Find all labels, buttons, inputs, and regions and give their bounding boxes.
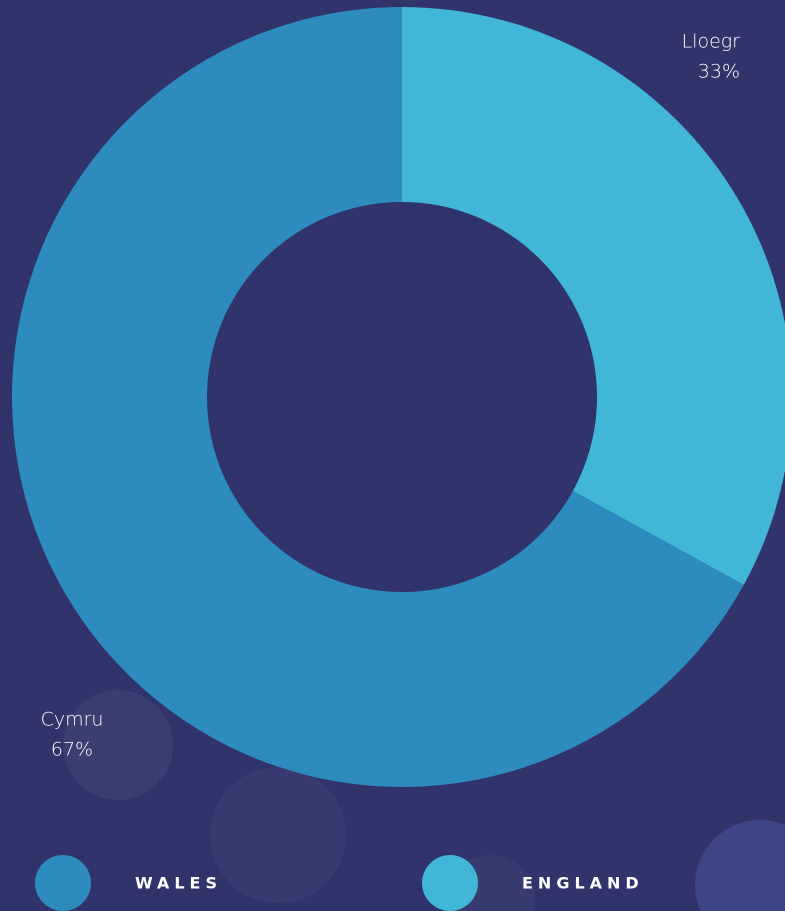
slice-name: Lloegr	[682, 31, 741, 53]
chart: Lloegr 33% Cymru 67% WALES ENGLAND	[0, 0, 785, 911]
bokeh	[210, 767, 346, 903]
slice-value: 33%	[698, 61, 740, 83]
legend-swatch	[422, 855, 478, 911]
legend-label: WALES	[135, 874, 222, 893]
slice-name: Cymru	[41, 709, 104, 731]
slice-value: 67%	[51, 739, 93, 761]
legend-label: ENGLAND	[522, 874, 644, 893]
legend-swatch	[35, 855, 91, 911]
